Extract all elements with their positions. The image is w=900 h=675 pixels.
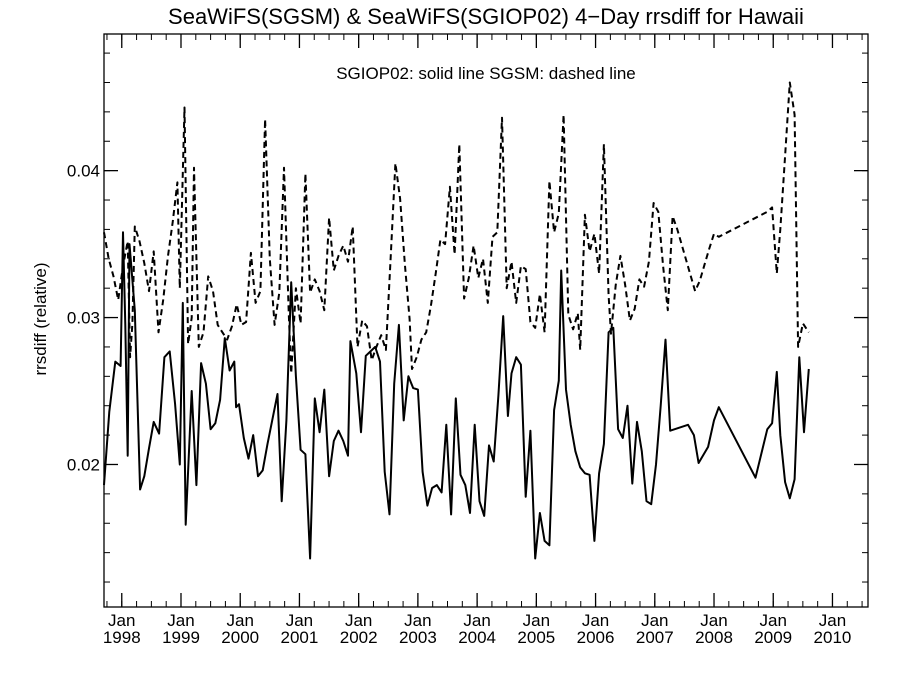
x-tick-year-label: 2009	[754, 628, 792, 647]
x-tick-year-label: 2002	[340, 628, 378, 647]
plot-frame	[103, 33, 869, 608]
x-tick-month-label: Jan	[819, 611, 846, 630]
series-line-sgsm	[103, 81, 810, 375]
x-minor-ticks	[106, 34, 863, 607]
x-tick-month-label: Jan	[167, 611, 194, 630]
x-tick-year-label: 2006	[577, 628, 615, 647]
x-tick-month-label: Jan	[641, 611, 668, 630]
x-tick-month-label: Jan	[700, 611, 727, 630]
y-minor-ticks	[104, 52, 868, 583]
x-tick-year-label: 2000	[221, 628, 259, 647]
x-tick-year-label: 1999	[162, 628, 200, 647]
x-tick-month-label: Jan	[345, 611, 372, 630]
y-axis-label: rrsdiff (relative)	[31, 262, 50, 375]
x-tick-month-label: Jan	[760, 611, 787, 630]
chart-title: SeaWiFS(SGSM) & SeaWiFS(SGIOP02) 4−Day r…	[168, 4, 804, 29]
x-tick-year-label: 2008	[695, 628, 733, 647]
series-line-sgiop02	[103, 231, 810, 560]
x-tick-month-label: Jan	[463, 611, 490, 630]
x-tick-month-label: Jan	[523, 611, 550, 630]
x-tick-year-label: 2001	[281, 628, 319, 647]
x-tick-year-label: 2005	[517, 628, 555, 647]
x-tick-year-label: 2004	[458, 628, 496, 647]
legend-annotation: SGIOP02: solid line SGSM: dashed line	[336, 64, 636, 83]
x-tick-month-label: Jan	[404, 611, 431, 630]
x-tick-year-label: 2010	[814, 628, 852, 647]
y-tick-label: 0.03	[67, 309, 100, 328]
x-tick-month-label: Jan	[582, 611, 609, 630]
x-tick-month-label: Jan	[286, 611, 313, 630]
x-tick-month-label: Jan	[108, 611, 135, 630]
y-tick-label: 0.04	[67, 162, 100, 181]
x-tick-year-label: 2003	[399, 628, 437, 647]
x-tick-year-label: 1998	[103, 628, 141, 647]
y-tick-label: 0.02	[67, 455, 100, 474]
series-layer	[103, 81, 810, 560]
x-tick-year-label: 2007	[636, 628, 674, 647]
x-axis-ticks: Jan1998Jan1999Jan2000Jan2001Jan2002Jan20…	[103, 34, 852, 647]
x-tick-month-label: Jan	[227, 611, 254, 630]
